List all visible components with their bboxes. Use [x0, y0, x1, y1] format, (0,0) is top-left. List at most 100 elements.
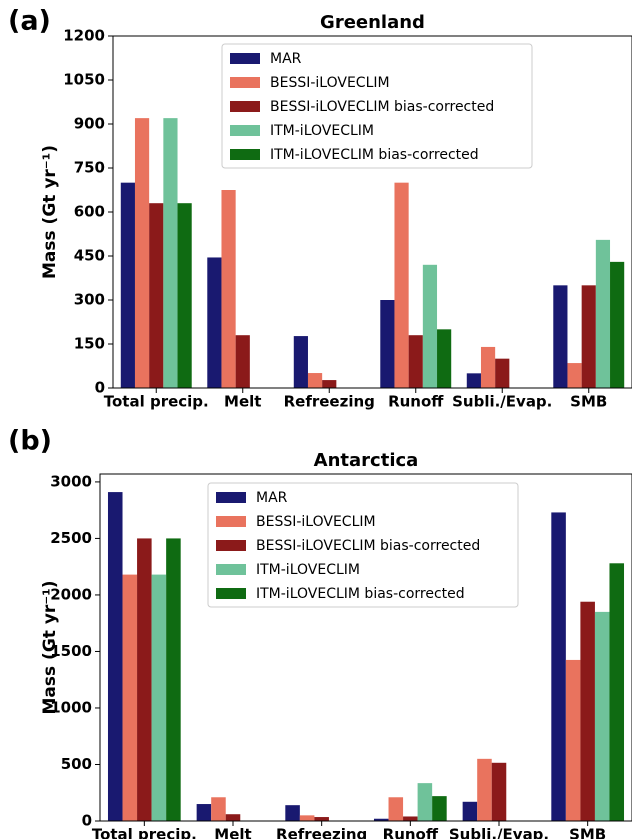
bar	[466, 373, 481, 388]
bar	[408, 335, 423, 388]
plot-frame	[112, 35, 632, 389]
x-tick-label: Total precip.	[92, 826, 197, 839]
bar	[211, 797, 226, 821]
bar	[137, 538, 152, 821]
y-axis-label: Mass (Gt yr⁻¹)	[40, 145, 60, 279]
legend-swatch	[230, 149, 260, 160]
chart-title: Greenland	[320, 12, 425, 33]
y-tick-label: 1500	[50, 642, 92, 660]
bar	[299, 815, 315, 821]
panel-label: (a)	[8, 6, 51, 37]
bar	[609, 563, 625, 821]
bar	[394, 182, 409, 388]
x-tick-label: SMB	[569, 826, 606, 839]
y-tick-label: 300	[74, 291, 105, 309]
legend-label: BESSI-iLOVECLIM	[270, 75, 390, 91]
bar	[380, 300, 395, 388]
legend-label: BESSI-iLOVECLIM	[256, 514, 376, 530]
y-tick-label: 750	[74, 159, 105, 177]
bar	[285, 805, 300, 821]
legend-label: ITM-iLOVECLIM	[256, 562, 360, 578]
y-tick-label: 2000	[50, 585, 92, 603]
x-tick-label: Runoff	[388, 393, 444, 411]
bar	[163, 118, 178, 388]
bar	[149, 203, 164, 388]
bar	[422, 264, 438, 388]
bar	[610, 261, 625, 388]
legend-swatch	[216, 564, 246, 575]
bar	[235, 335, 250, 388]
bar	[314, 817, 329, 821]
chart-title: Antarctica	[314, 450, 419, 471]
y-tick-label: 450	[74, 247, 105, 265]
bar	[580, 601, 595, 821]
bar	[417, 783, 433, 821]
legend-box	[207, 482, 519, 608]
bar	[477, 758, 492, 821]
y-tick-label: 150	[74, 335, 105, 353]
bar	[207, 257, 222, 388]
x-tick-label: SMB	[570, 393, 607, 411]
legend: MAR BESSI-iLOVECLIM BESSI-iLOVECLIM bias-c…	[207, 482, 519, 608]
bar	[480, 346, 496, 388]
legend-box	[221, 43, 533, 169]
bar	[307, 373, 323, 388]
x-tick-label: Refreezing	[276, 826, 367, 839]
x-tick-label: Melt	[214, 826, 251, 839]
bar	[107, 492, 123, 821]
bar	[293, 336, 308, 388]
bar	[462, 801, 478, 821]
bar	[322, 380, 337, 388]
bar	[491, 762, 507, 821]
bar	[225, 814, 241, 821]
plot-frame	[99, 473, 632, 822]
legend-label: BESSI-iLOVECLIM bias-corrected	[270, 99, 494, 115]
x-tick-label: Subli./Evap.	[449, 826, 549, 839]
legend-label: MAR	[270, 51, 302, 67]
x-tick-label: Total precip.	[104, 393, 209, 411]
bar	[373, 818, 389, 821]
bar	[581, 285, 596, 388]
x-tick-label: Melt	[224, 393, 261, 411]
legend: MAR BESSI-iLOVECLIM BESSI-iLOVECLIM bias-c…	[221, 43, 533, 169]
bar	[551, 512, 566, 821]
legend-label: ITM-iLOVECLIM bias-corrected	[256, 586, 465, 602]
bar	[151, 574, 167, 821]
x-tick-label: Runoff	[383, 826, 439, 839]
y-tick-label: 2500	[50, 529, 92, 547]
bar	[594, 611, 610, 821]
bar	[495, 358, 510, 388]
y-axis-label: Mass (Gt yr⁻¹)	[40, 581, 60, 715]
y-tick-label: 1200	[63, 27, 105, 45]
legend-swatch	[216, 588, 246, 599]
legend-swatch	[230, 101, 260, 112]
y-tick-label: 900	[74, 115, 105, 133]
bar	[221, 190, 236, 388]
y-tick-label: 600	[74, 203, 105, 221]
bar	[196, 804, 212, 821]
bar	[432, 796, 447, 821]
bar	[437, 329, 452, 388]
legend-label: BESSI-iLOVECLIM bias-corrected	[256, 538, 480, 554]
y-tick-label: 3000	[50, 472, 92, 490]
y-tick-label: 0	[82, 812, 92, 830]
bar	[166, 538, 181, 821]
bar	[565, 659, 581, 821]
bar	[177, 203, 192, 388]
legend-swatch	[216, 516, 246, 527]
legend-swatch	[230, 53, 260, 64]
bar	[595, 239, 611, 388]
x-tick-label: Subli./Evap.	[452, 393, 552, 411]
y-tick-label: 1000	[50, 698, 92, 716]
legend-swatch	[216, 540, 246, 551]
legend-swatch	[230, 77, 260, 88]
bar	[122, 574, 138, 821]
y-tick-label: 1050	[63, 71, 105, 89]
legend-label: ITM-iLOVECLIM bias-corrected	[270, 147, 479, 163]
x-tick-label: Refreezing	[284, 393, 375, 411]
bar	[567, 363, 582, 388]
bar	[403, 816, 418, 821]
bar	[388, 797, 404, 821]
y-tick-label: 0	[95, 379, 105, 397]
